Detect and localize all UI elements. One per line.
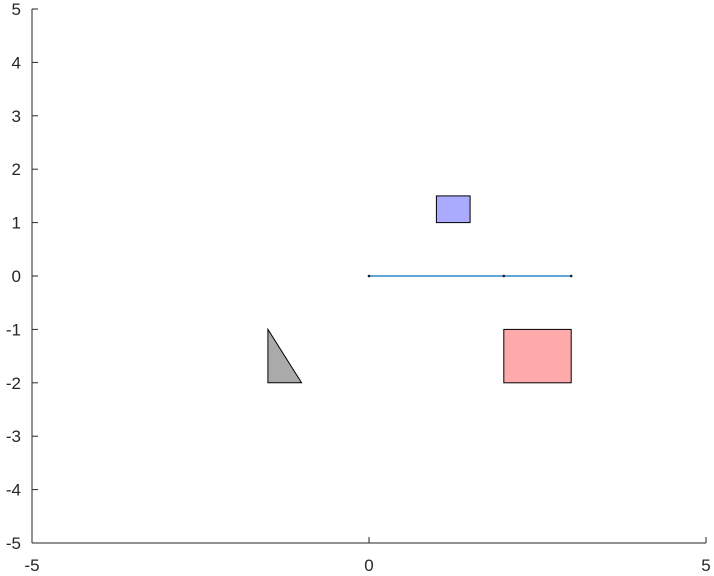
y-tick-label: 0 <box>12 267 21 286</box>
x-tick-label: 0 <box>364 556 373 575</box>
triangle-shape-2 <box>267 327 303 384</box>
y-tick-label: 3 <box>12 107 21 126</box>
y-tick-label: -5 <box>6 534 21 553</box>
x-tick-label: 5 <box>701 556 710 575</box>
line-point-2 <box>569 274 573 278</box>
x-ticks: -5 0 5 <box>24 537 711 575</box>
y-tick-label: -2 <box>6 374 21 393</box>
y-tick-label: 1 <box>12 214 21 233</box>
y-tick-label: -4 <box>6 481 21 500</box>
y-tick-label: -1 <box>6 320 21 339</box>
rectangle-shape-1 <box>503 328 572 384</box>
x-tick-label: -5 <box>24 556 39 575</box>
shapes <box>267 195 572 384</box>
y-tick-label: 5 <box>12 0 21 19</box>
y-tick-label: 4 <box>12 53 21 72</box>
y-tick-label: 2 <box>12 160 21 179</box>
rectangle-shape-0 <box>435 195 471 224</box>
series <box>367 274 573 278</box>
line-point-0 <box>367 274 371 278</box>
y-ticks: 5 4 3 2 1 0 -1 -2 -3 -4 -5 <box>6 0 38 553</box>
line-point-1 <box>502 274 506 278</box>
y-tick-label: -3 <box>6 427 21 446</box>
